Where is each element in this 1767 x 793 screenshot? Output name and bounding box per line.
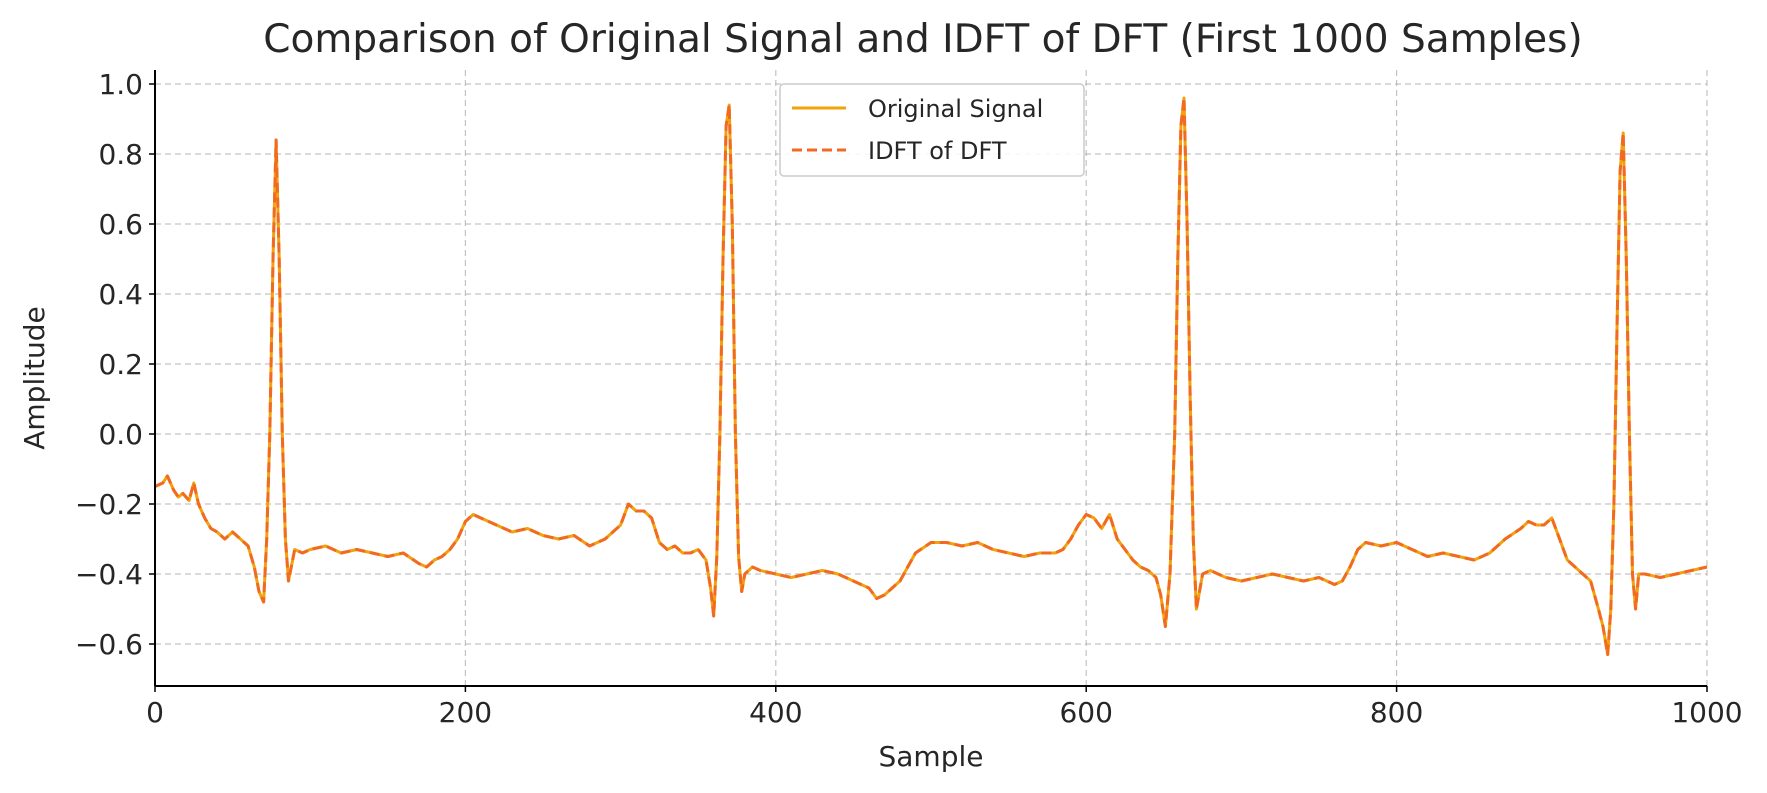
x-tick-label: 200 [439, 696, 492, 729]
x-tick-label: 0 [146, 696, 164, 729]
x-tick-label: 800 [1370, 696, 1423, 729]
y-axis-ticks: −0.6 −0.4 −0.2 0.0 0.2 0.4 0.6 0.8 1.0 [75, 68, 155, 661]
plot-area [154, 96, 1708, 656]
legend-label-idft-of-dft: IDFT of DFT [868, 137, 1007, 165]
y-tick-label: 0.6 [98, 208, 143, 241]
grid [154, 70, 1708, 686]
axes [154, 70, 1707, 687]
y-tick-label: 0.8 [98, 138, 143, 171]
series-line-original-signal [154, 96, 1708, 656]
legend-box [779, 83, 1085, 177]
y-tick-label: −0.4 [75, 558, 143, 591]
x-tick-label: 600 [1059, 696, 1112, 729]
x-axis-label: Sample [879, 740, 984, 773]
x-tick-label: 400 [749, 696, 802, 729]
y-tick-label: −0.2 [75, 488, 143, 521]
y-tick-label: 0.0 [98, 418, 143, 451]
y-tick-label: 1.0 [98, 68, 143, 101]
y-tick-label: 0.2 [98, 348, 143, 381]
y-tick-label: −0.6 [75, 628, 143, 661]
chart-title: Comparison of Original Signal and IDFT o… [263, 17, 1582, 62]
x-tick-label: 1000 [1671, 696, 1742, 729]
series-line-idft-of-dft [154, 96, 1708, 656]
legend: Original Signal IDFT of DFT [779, 83, 1085, 177]
legend-label-original-signal: Original Signal [868, 95, 1043, 123]
y-tick-label: 0.4 [98, 278, 143, 311]
x-axis-ticks: 0 200 400 600 800 1000 [146, 686, 1743, 729]
y-axis-label: Amplitude [18, 306, 51, 450]
